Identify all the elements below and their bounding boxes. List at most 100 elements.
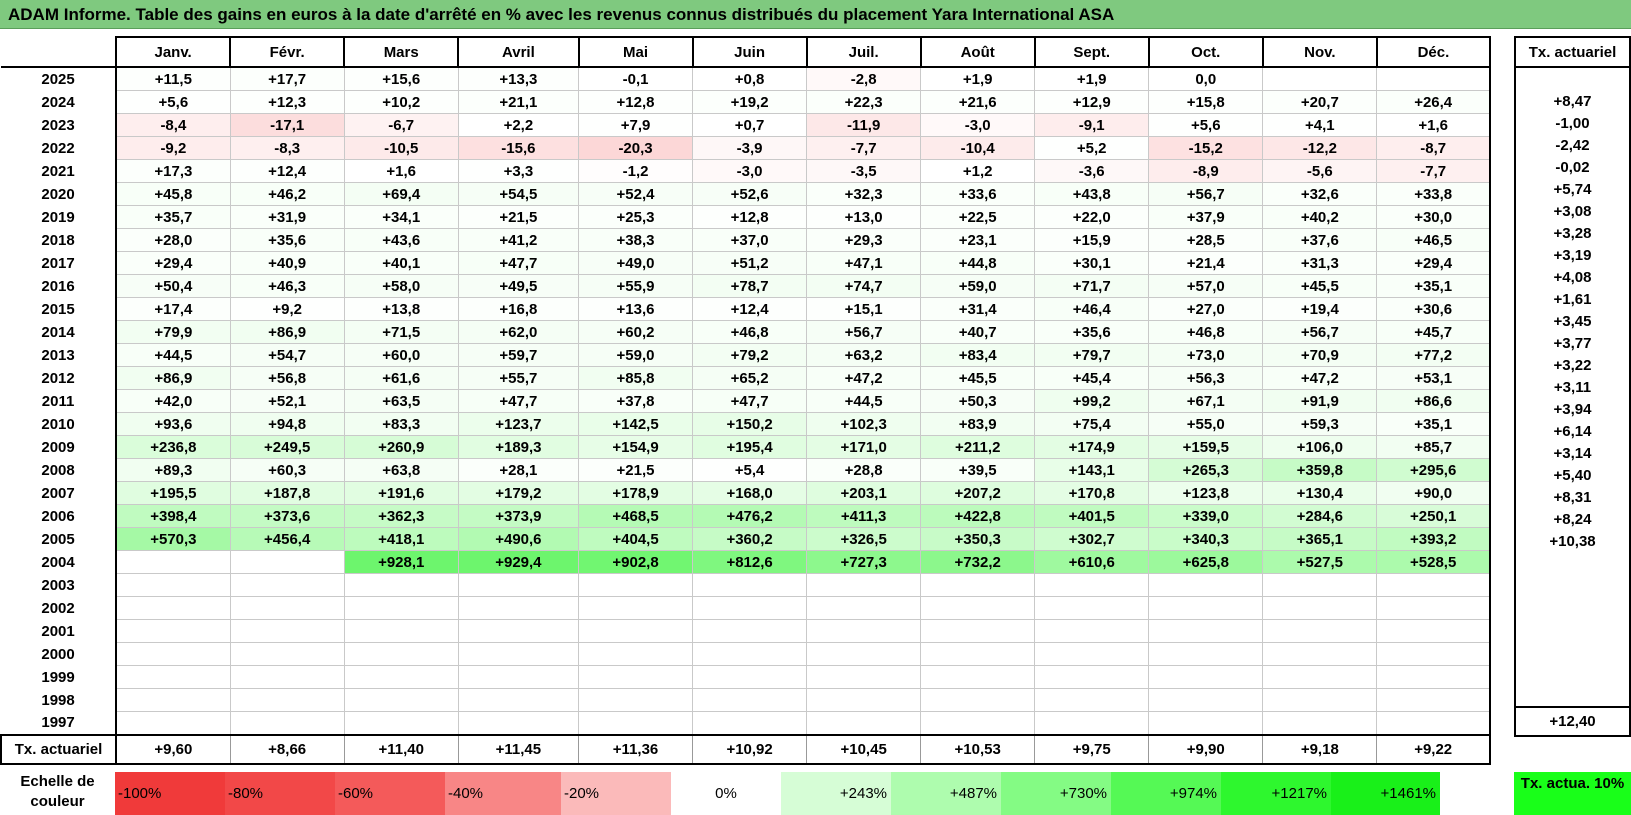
- gain-cell: -1,2: [578, 159, 694, 183]
- gain-cell: +60,2: [578, 320, 694, 344]
- year-label: 2019: [1, 205, 118, 229]
- gain-cell: -11,9: [806, 113, 922, 137]
- rate-cell: [1514, 640, 1631, 662]
- color-scale: -100% -80% -60% -40% -20% 0% +243% +487% +730% +9…: [115, 772, 1440, 815]
- gain-cell: [229, 665, 345, 689]
- gain-cell: +61,6: [343, 366, 459, 390]
- gain-cell: +90,0: [1376, 481, 1492, 505]
- gain-cell: +13,0: [806, 205, 922, 229]
- gain-cell: +39,5: [920, 458, 1036, 482]
- gain-cell: +189,3: [457, 435, 580, 459]
- gain-cell: +45,7: [1376, 320, 1492, 344]
- gain-cell: -6,7: [343, 113, 459, 137]
- gain-cell: [1376, 642, 1492, 666]
- table-row: 2020 +45,8 +46,2 +69,4 +54,5 +52,4 +52,6 +32,3 +…: [1, 182, 1492, 206]
- gain-cell: +47,7: [457, 389, 580, 413]
- gain-cell: +46,4: [1034, 297, 1150, 321]
- gain-cell: +56,8: [229, 366, 345, 390]
- gain-cell: +40,7: [920, 320, 1036, 344]
- gain-cell: [1376, 596, 1492, 620]
- gain-cell: +45,5: [1262, 274, 1378, 298]
- gain-cell: [457, 573, 580, 597]
- table-row: 2018 +28,0 +35,6 +43,6 +41,2 +38,3 +37,0 +29,3 +…: [1, 228, 1492, 252]
- gain-cell: +85,8: [578, 366, 694, 390]
- gain-cell: [578, 688, 694, 712]
- rate-cell: +8,31: [1514, 486, 1631, 508]
- gain-cell: [1148, 596, 1264, 620]
- gain-cell: [920, 573, 1036, 597]
- gain-cell: [1376, 573, 1492, 597]
- gain-cell: +179,2: [457, 481, 580, 505]
- gain-cell: +1,9: [1034, 66, 1150, 91]
- gain-cell: -8,3: [229, 136, 345, 160]
- gain-cell: +373,9: [457, 504, 580, 528]
- gain-cell: +260,9: [343, 435, 459, 459]
- gain-cell: [806, 665, 922, 689]
- gain-cell: +727,3: [806, 550, 922, 574]
- gain-cell: +171,0: [806, 435, 922, 459]
- gain-cell: [578, 573, 694, 597]
- gain-cell: +476,2: [692, 504, 808, 528]
- gain-cell: +15,1: [806, 297, 922, 321]
- gain-cell: +51,2: [692, 251, 808, 275]
- gain-cell: +13,6: [578, 297, 694, 321]
- gain-cell: +13,3: [457, 66, 580, 91]
- gain-cell: [1034, 642, 1150, 666]
- gain-cell: +52,1: [229, 389, 345, 413]
- gain-cell: -9,1: [1034, 113, 1150, 137]
- gain-cell: +94,8: [229, 412, 345, 436]
- gain-cell: +77,2: [1376, 343, 1492, 367]
- gain-cell: +625,8: [1148, 550, 1264, 574]
- gain-cell: +178,9: [578, 481, 694, 505]
- gain-cell: -20,3: [578, 136, 694, 160]
- gain-cell: +3,3: [457, 159, 580, 183]
- gain-cell: +21,1: [457, 90, 580, 114]
- gain-cell: +37,6: [1262, 228, 1378, 252]
- gain-cell: +89,3: [115, 458, 231, 482]
- gain-cell: +12,8: [578, 90, 694, 114]
- gain-cell: [1376, 665, 1492, 689]
- gain-cell: +45,4: [1034, 366, 1150, 390]
- gain-cell: [1262, 665, 1378, 689]
- gain-cell: +12,8: [692, 205, 808, 229]
- gain-cell: [115, 642, 231, 666]
- gain-cell: [343, 619, 459, 643]
- month-header: Avril: [457, 36, 580, 68]
- gain-cell: +326,5: [806, 527, 922, 551]
- gain-cell: +70,9: [1262, 343, 1378, 367]
- gain-cell: +28,0: [115, 228, 231, 252]
- gain-cell: [692, 665, 808, 689]
- gain-cell: +54,5: [457, 182, 580, 206]
- gain-cell: +21,4: [1148, 251, 1264, 275]
- year-label: 2023: [1, 113, 118, 137]
- gain-cell: +123,7: [457, 412, 580, 436]
- year-label: 1999: [1, 665, 118, 689]
- gain-cell: [457, 619, 580, 643]
- gain-cell: +2,2: [457, 113, 580, 137]
- gain-cell: +63,8: [343, 458, 459, 482]
- rate-cell: +6,14: [1514, 420, 1631, 442]
- total-rate-cell: +12,40: [1514, 706, 1631, 737]
- gain-cell: [692, 642, 808, 666]
- gain-cell: [343, 573, 459, 597]
- total-row: Tx. actuariel +9,60 +8,66 +11,40 +11,45 +11,3…: [0, 734, 1492, 765]
- year-label: 2021: [1, 159, 118, 183]
- rate-cell: +3,11: [1514, 376, 1631, 398]
- year-label: 2024: [1, 90, 118, 114]
- month-header: Sept.: [1033, 36, 1150, 68]
- gain-cell: +86,6: [1376, 389, 1492, 413]
- gain-cell: [343, 711, 459, 736]
- title-bar: ADAM Informe. Table des gains en euros à…: [0, 0, 1631, 29]
- gain-cell: [343, 665, 459, 689]
- gain-cell: +44,5: [115, 343, 231, 367]
- color-scale-rate: Tx. actua. 10%: [1514, 772, 1631, 815]
- rate-cell: -0,02: [1514, 156, 1631, 178]
- gain-cell: +9,2: [229, 297, 345, 321]
- year-label: 2001: [1, 619, 118, 643]
- month-header: Janv.: [115, 36, 232, 68]
- gain-cell: +250,1: [1376, 504, 1492, 528]
- scale-cell: +243%: [781, 772, 891, 815]
- gain-cell: [115, 573, 231, 597]
- month-header: Mai: [577, 36, 694, 68]
- scale-cell: -100%: [115, 772, 225, 815]
